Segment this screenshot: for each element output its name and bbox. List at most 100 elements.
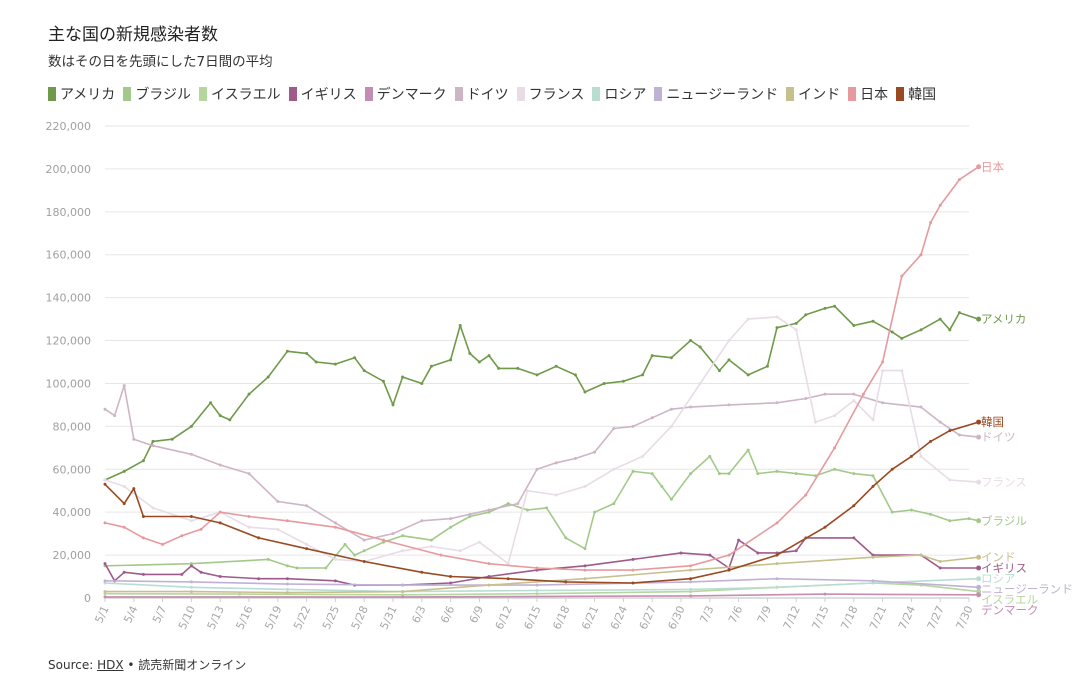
legend-swatch [364, 87, 373, 101]
legend-item[interactable]: フランス [516, 84, 584, 104]
x-tick-label: 5/16 [233, 604, 255, 632]
series-point [506, 577, 510, 581]
legend-item[interactable]: 日本 [848, 84, 888, 104]
legend-item[interactable]: ロシア [592, 84, 646, 104]
series-point [948, 429, 952, 433]
series-point [362, 549, 366, 553]
series-point [189, 590, 193, 594]
series-end-label: イスラエル [981, 593, 1038, 607]
legend-swatch [48, 87, 56, 101]
legend-item[interactable]: イギリス [288, 84, 357, 104]
legend-item[interactable]: ニュージーランド [654, 84, 778, 104]
series-point [871, 581, 875, 585]
series-point [141, 514, 145, 518]
series-point [602, 381, 606, 385]
x-tick-label: 6/12 [493, 604, 515, 632]
series-point [391, 532, 395, 536]
series-end-point [976, 419, 982, 425]
series-point [794, 321, 798, 325]
series-point [593, 450, 597, 454]
series-end-point [976, 518, 982, 524]
series-point [727, 472, 731, 476]
series-point [775, 326, 779, 330]
series-point [871, 474, 875, 478]
x-tick-label: 6/30 [665, 604, 687, 632]
series-point [967, 517, 971, 521]
series-point [401, 593, 405, 597]
series-point [401, 549, 405, 553]
legend-label: ドイツ [466, 87, 509, 103]
series-line [104, 449, 979, 569]
legend-item[interactable]: インド [786, 84, 840, 104]
series-point [141, 572, 145, 576]
series-point [189, 562, 193, 566]
series-point [247, 514, 251, 518]
series-point [708, 454, 712, 458]
series-point [833, 304, 837, 308]
series-point [794, 472, 798, 476]
series-point [161, 542, 165, 546]
series-point [314, 360, 318, 364]
series-point [449, 525, 453, 529]
legend-item[interactable]: ブラジル [123, 84, 191, 104]
series-point [218, 414, 222, 418]
x-tick-label: 5/10 [176, 604, 198, 632]
series-point [650, 472, 654, 476]
series-point [525, 508, 529, 512]
series-point [900, 369, 904, 373]
series-point [957, 311, 961, 315]
series-point [689, 594, 693, 598]
legend-item[interactable]: イスラエル [199, 84, 281, 104]
series-point [929, 439, 933, 443]
x-tick-label: 6/27 [637, 604, 659, 632]
series-point [871, 555, 875, 559]
series-point [247, 525, 251, 529]
x-tick-label: 5/13 [205, 604, 227, 632]
series-point [929, 221, 933, 225]
source-link-hdx[interactable]: HDX [97, 658, 124, 672]
series-point [343, 542, 347, 546]
series-point [727, 358, 731, 362]
series-point [871, 484, 875, 488]
series-point [497, 366, 501, 370]
series-point [775, 315, 779, 319]
legend-item[interactable]: デンマーク [364, 84, 447, 104]
series-point [458, 549, 462, 553]
legend-item[interactable]: 韓国 [896, 84, 936, 104]
series-end-point [976, 584, 982, 590]
series-point [218, 510, 222, 514]
legend-item[interactable]: アメリカ [48, 84, 115, 104]
x-tick-label: 7/3 [697, 604, 716, 626]
series-point [285, 577, 289, 581]
x-tick-label: 5/19 [262, 604, 284, 632]
series-point [833, 414, 837, 418]
series-point [506, 502, 510, 506]
series-point [573, 457, 577, 461]
series-point [583, 484, 587, 488]
series-point [362, 560, 366, 564]
series-point [957, 433, 961, 437]
series-point [641, 373, 645, 377]
series-end-point [976, 576, 982, 582]
legend-item[interactable]: ドイツ [454, 84, 509, 104]
x-tick-label: 6/3 [409, 604, 428, 626]
chart-title: 主な国の新規感染者数 [48, 25, 218, 45]
x-tick-label: 5/1 [92, 604, 111, 626]
series-line [104, 384, 979, 541]
series-point [775, 553, 779, 557]
series-point [929, 512, 933, 516]
series-point [247, 472, 251, 476]
x-tick-label: 5/7 [150, 604, 169, 626]
series-point [305, 351, 309, 355]
x-tick-label: 7/21 [867, 604, 889, 632]
series-point [333, 579, 337, 583]
legend-swatch [654, 87, 663, 101]
series-point [189, 452, 193, 456]
series-point [103, 592, 107, 596]
series-point [689, 472, 693, 476]
series-point [141, 536, 145, 540]
series-point [170, 437, 174, 441]
series-point [765, 364, 769, 368]
series-point [247, 392, 251, 396]
series-point [689, 564, 693, 568]
